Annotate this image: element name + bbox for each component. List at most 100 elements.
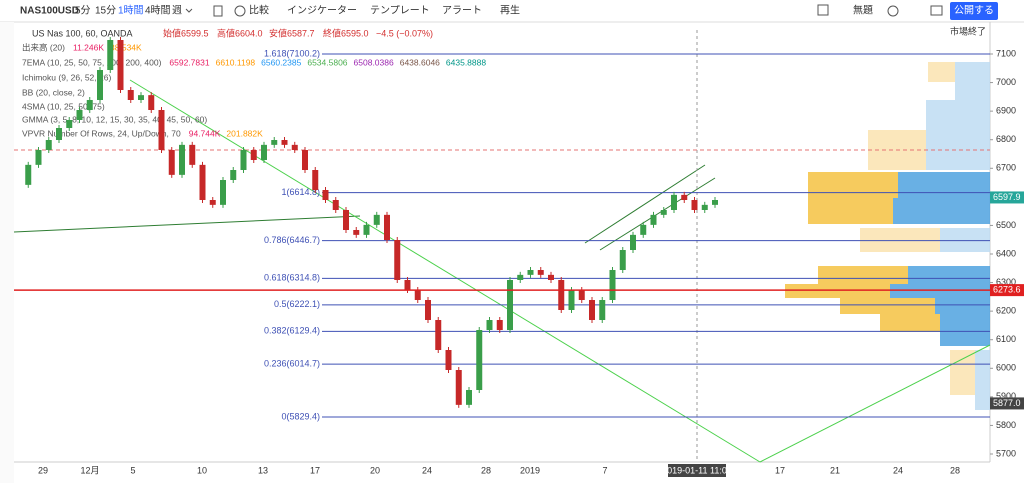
candle [517,274,524,280]
change: −4.5 (−0.07%) [376,28,433,38]
indicator-name: VPVR Number Of Rows, 24, Up/Down, 70 [22,128,181,138]
ohlc: 安値6587.7 [269,27,315,38]
y-tick-label: 7100 [996,48,1016,58]
publish-button[interactable]: 公開する [954,5,994,17]
dropdown-icon[interactable] [185,8,193,13]
market-status: 市場終了 [950,25,986,36]
layout-name[interactable]: 無題 [853,4,873,17]
candle [56,128,62,140]
candle [466,390,472,405]
vp-bar [893,198,990,224]
candle [558,280,565,310]
interval[interactable]: 5分 [75,5,91,17]
candle [404,280,411,290]
price-tag: 5877.0 [993,398,1021,408]
templates-button[interactable]: テンプレート [370,5,430,17]
candle [609,270,616,300]
candle [578,290,585,300]
y-tick-label: 5700 [996,448,1016,458]
indicator-name: 4SMA (10, 25, 50, 75) [22,101,105,111]
x-tick-label: 28 [481,465,491,475]
candle [476,330,483,390]
x-tick-label: 21 [830,465,840,475]
price-tag: 6597.9 [993,192,1021,202]
compare-icon[interactable] [234,5,246,17]
candle [681,194,688,200]
candle [496,320,503,330]
y-tick-label: 5900 [996,391,1016,401]
candle [599,300,606,320]
ohlc: 高値6604.0 [217,27,263,38]
trend-line [599,177,716,251]
candle [414,290,421,300]
y-tick-label: 6400 [996,248,1016,258]
y-tick-label: 6000 [996,363,1016,373]
candle [343,210,349,230]
candle [302,150,308,170]
indicator-name: BB (20, close, 2) [22,87,85,97]
candle [353,230,360,235]
settings-icon[interactable] [887,5,899,17]
candle [291,144,298,150]
candle [384,214,390,240]
candle [76,110,83,120]
candle [373,214,380,225]
publish-button-bg[interactable] [950,2,998,20]
fib-label: 0(5829.4) [281,411,320,421]
candle [507,280,513,330]
fib-label: 1(6614.8) [281,187,320,197]
alert-button[interactable]: アラート [442,5,482,17]
interval[interactable]: 1時間 [118,5,144,17]
candle [548,274,554,280]
interval[interactable]: 週 [172,5,182,17]
vp-bar [818,266,908,284]
indicators-button[interactable]: インジケーター [287,5,357,17]
y-tick-label: 6900 [996,106,1016,116]
candle [66,120,73,128]
price-tag-bg [990,191,1024,204]
interval[interactable]: 4時間 [145,5,171,17]
candle [127,90,134,100]
trend-line [759,344,991,463]
candle [486,320,493,330]
indicator-value: 94.744K [189,128,221,138]
chart-type-icon[interactable] [213,5,223,17]
candle [250,150,257,160]
vp-bar [840,298,935,314]
fib-label: 0.236(6014.7) [264,358,320,368]
x-tick-label: 20 [370,465,380,475]
candle [445,350,452,370]
candle [660,210,667,215]
indicator-value: 6508.0386 [354,57,394,67]
interval[interactable]: 15分 [95,5,116,17]
candle [281,140,288,145]
candle [35,150,42,165]
trend-lines [13,30,991,463]
candle [220,180,226,205]
indicator-value: 6592.7831 [169,57,209,67]
ohlc: 終値6595.0 [323,27,369,38]
indicator-value: 6610.1198 [216,57,256,67]
trend-line [584,164,706,244]
vp-bar [880,314,940,332]
y-tick-label: 6100 [996,334,1016,344]
vp-bar [898,172,990,198]
fib-label: 1.618(7100.2) [264,48,320,58]
trend-line [129,79,761,463]
candle [435,320,442,350]
layout-icon[interactable] [817,4,829,16]
replay-button[interactable]: 再生 [500,4,520,17]
indicator-name: 出来高 (20) [22,42,65,52]
candle [640,224,647,235]
indicator-value: 38.534K [110,42,142,52]
candle [240,150,247,170]
price-tag-bg [990,284,1024,297]
snapshot-icon[interactable] [930,5,943,16]
compare-button[interactable]: 比較 [249,4,269,17]
ohlc: 始値6599.5 [163,27,209,38]
candle [230,170,237,180]
candle [589,300,595,320]
y-tick-label: 6200 [996,306,1016,316]
symbol[interactable]: NAS100USD [20,6,79,17]
candle [271,140,278,145]
